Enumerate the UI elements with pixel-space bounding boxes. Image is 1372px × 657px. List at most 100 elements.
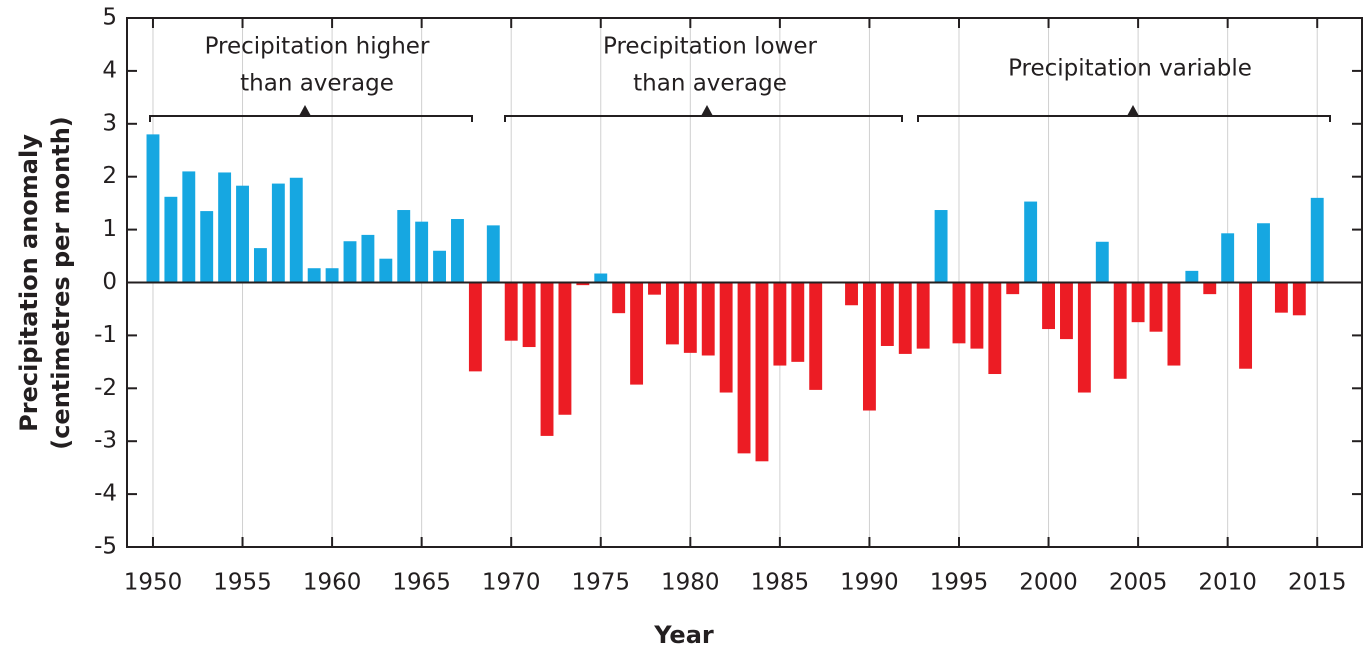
y-tick-label: 0 — [102, 269, 117, 295]
y-tick-label: 3 — [102, 110, 117, 136]
y-axis-label: Precipitation anomaly — [15, 134, 43, 432]
x-tick-label: 2015 — [1288, 570, 1347, 596]
bracket — [917, 115, 1331, 122]
bar — [1060, 282, 1073, 340]
bar — [486, 225, 500, 283]
y-tick-label: 1 — [102, 216, 117, 242]
annotation: Precipitation higher — [205, 34, 430, 60]
bar — [1095, 241, 1109, 283]
bracket-arrow — [1127, 105, 1139, 116]
y-tick-label: -2 — [94, 375, 117, 401]
bar — [1131, 282, 1145, 323]
x-tick-label: 1965 — [392, 570, 451, 596]
bracket-arrow — [299, 105, 311, 116]
y-tick-label: -4 — [94, 481, 117, 507]
bar — [397, 210, 411, 283]
bar — [612, 282, 626, 314]
bar — [683, 282, 697, 353]
annotation: Precipitation variable — [1008, 56, 1252, 82]
bar — [934, 210, 948, 283]
x-tick-label: 1995 — [930, 570, 989, 596]
bar — [1113, 282, 1127, 379]
x-tick-label: 1980 — [661, 570, 720, 596]
bar — [1274, 282, 1288, 313]
bar — [307, 268, 321, 283]
y-tick-label: -1 — [94, 322, 117, 348]
bar — [504, 282, 518, 341]
bar — [343, 241, 357, 283]
bar — [845, 282, 858, 306]
bar — [665, 282, 679, 345]
x-axis-label: Year — [653, 621, 714, 649]
y-tick-label: 5 — [102, 5, 117, 31]
bar — [540, 282, 554, 436]
bar — [737, 282, 751, 454]
x-tick-label: 2005 — [1109, 570, 1168, 596]
bar — [862, 282, 876, 411]
x-tick-label: 1970 — [482, 570, 541, 596]
bar — [988, 282, 1002, 375]
bracket — [149, 115, 473, 122]
bar — [1203, 282, 1217, 295]
bar — [1221, 233, 1235, 283]
bar — [271, 183, 285, 283]
bar — [379, 258, 393, 283]
y-tick-label: 2 — [102, 163, 117, 189]
y-axis-label: (centimetres per month) — [47, 116, 75, 450]
y-tick-label: 4 — [102, 57, 117, 83]
bar — [164, 196, 178, 283]
bar — [253, 248, 267, 283]
bar — [1167, 282, 1181, 366]
plot-frame — [126, 17, 1363, 548]
y-tick-label: -5 — [94, 534, 117, 560]
bar — [1239, 282, 1253, 369]
bar — [755, 282, 769, 462]
x-tick-label: 1990 — [840, 570, 899, 596]
x-tick-label: 2000 — [1019, 570, 1078, 596]
bar — [200, 211, 214, 283]
bar — [576, 282, 590, 286]
bar — [1077, 282, 1091, 393]
bar — [325, 268, 339, 283]
bar — [630, 282, 644, 385]
plot — [126, 17, 1363, 548]
x-tick-label: 1975 — [571, 570, 630, 596]
bar — [451, 219, 464, 283]
bar — [791, 282, 805, 362]
annotation: than average — [240, 71, 394, 97]
annotation: Precipitation lower — [603, 34, 817, 60]
bar — [773, 282, 787, 366]
x-tick-label: 1960 — [303, 570, 362, 596]
bar — [289, 177, 303, 283]
bar — [1006, 282, 1020, 295]
x-tick-label: 1955 — [213, 570, 272, 596]
brackets — [149, 105, 1331, 122]
bar — [1149, 282, 1163, 332]
bar — [146, 134, 160, 283]
annotation: than average — [633, 71, 787, 97]
bar — [558, 282, 572, 415]
bar — [594, 273, 608, 283]
y-tick-label: -3 — [94, 428, 117, 454]
bar — [415, 221, 429, 283]
bar — [719, 282, 733, 393]
x-tick-label: 1985 — [751, 570, 810, 596]
bar — [809, 282, 823, 390]
bracket — [504, 115, 903, 122]
bracket-arrow — [701, 105, 713, 116]
bar — [880, 282, 894, 346]
bar — [970, 282, 984, 349]
bar — [952, 282, 966, 344]
bar — [361, 234, 375, 283]
bar — [1257, 223, 1270, 283]
bar — [1292, 282, 1306, 316]
bar — [433, 250, 447, 283]
bar — [236, 185, 249, 283]
bar — [1024, 201, 1038, 283]
bar — [1185, 270, 1199, 283]
bar — [1310, 197, 1324, 283]
bar — [1042, 282, 1055, 330]
bar — [701, 282, 715, 356]
bar — [648, 282, 661, 295]
